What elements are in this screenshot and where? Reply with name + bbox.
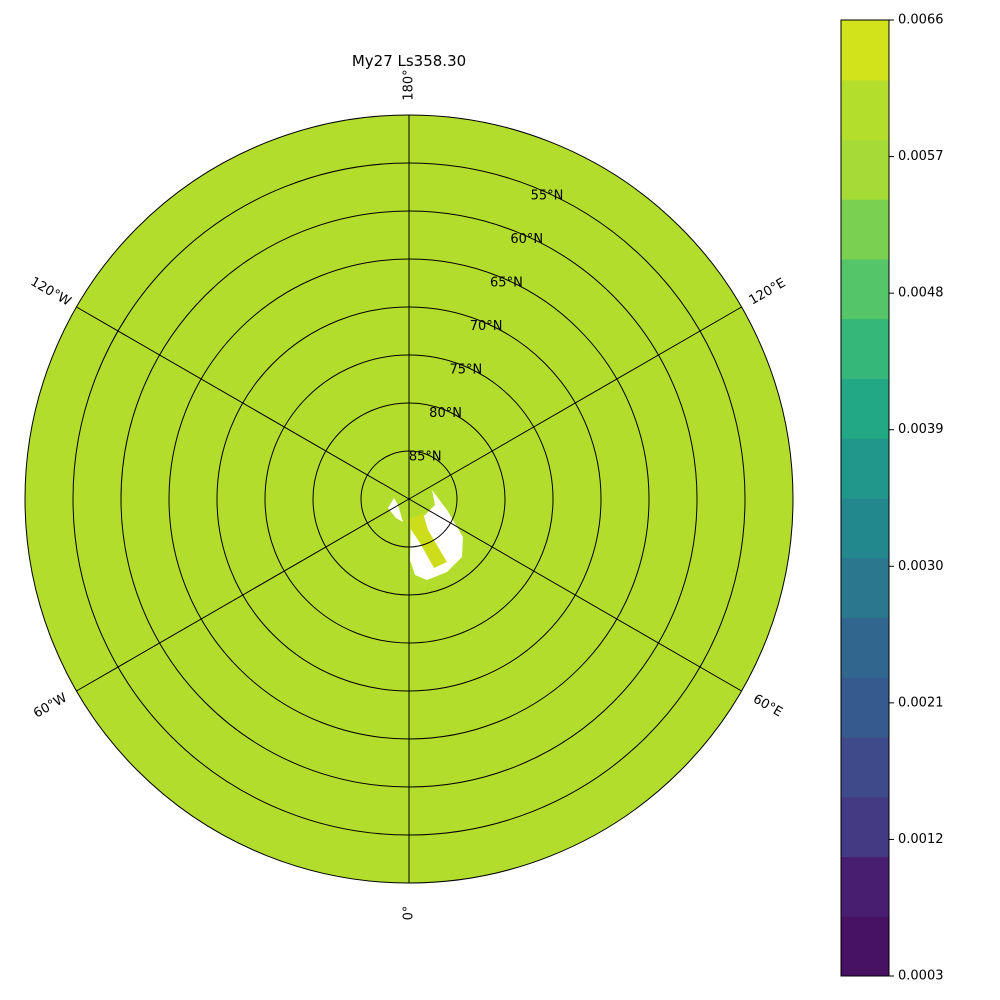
colorbar-frame	[840, 19, 890, 977]
colorbar-tick-label: 0.0039	[898, 422, 944, 437]
colorbar-band	[841, 199, 889, 260]
colorbar-band	[841, 498, 889, 559]
missing-data-region	[388, 490, 463, 580]
parallel-circle	[72, 162, 746, 836]
high-value-patch	[407, 513, 447, 568]
colorbar-band	[841, 139, 889, 200]
colorbar-band	[841, 856, 889, 917]
colorbar-band	[841, 677, 889, 738]
map-title: My27 Ls358.30	[352, 52, 466, 70]
parallel-circle	[312, 402, 506, 596]
colorbar-band	[841, 916, 889, 977]
parallel-circle	[168, 258, 650, 740]
meridian-label: 120°E	[747, 276, 789, 309]
colorbar: 0.0003 0.0012 0.0021 0.0030 0.0039 0.0048 0.00…	[840, 13, 944, 984]
parallel-label: 60°N	[510, 232, 543, 247]
parallel-label: 85°N	[409, 449, 442, 464]
colorbar-tick-label: 0.0012	[898, 832, 944, 847]
meridian-label: 60°E	[750, 692, 785, 721]
parallel-label: 75°N	[449, 362, 482, 377]
colorbar-band	[841, 557, 889, 618]
colorbar-band	[841, 79, 889, 140]
parallel-label: 55°N	[531, 188, 564, 203]
colorbar-tick-label: 0.0057	[898, 149, 944, 164]
parallel-label: 80°N	[429, 406, 462, 421]
parallel-circle	[216, 306, 602, 692]
colorbar-band	[841, 796, 889, 857]
colorbar-band	[841, 617, 889, 678]
colorbar-tick-label: 0.0066	[898, 13, 944, 28]
colorbar-tick-label: 0.0048	[898, 286, 944, 301]
meridian-label: 120°W	[28, 274, 74, 309]
colorbar-band	[841, 20, 889, 81]
parallel-circle	[264, 354, 554, 644]
parallel-label: 70°N	[470, 319, 503, 334]
meridian-label: 60°W	[31, 690, 70, 721]
parallel-circles	[72, 162, 746, 836]
parallel-labels: 85°N 80°N 75°N 70°N 65°N 60°N 55°N	[409, 188, 563, 464]
colorbar-band	[841, 378, 889, 439]
colorbar-band	[841, 318, 889, 379]
parallel-circle	[120, 210, 698, 788]
colorbar-band	[841, 737, 889, 798]
meridian-label: 0°	[402, 906, 417, 921]
colorbar-tick-label: 0.0003	[898, 969, 944, 984]
meridian-label: 180°	[402, 69, 417, 100]
colorbar-band	[841, 438, 889, 499]
parallel-circle	[360, 450, 458, 548]
colorbar-tick-label: 0.0021	[898, 695, 944, 710]
colorbar-band	[841, 259, 889, 320]
colorbar-tick-label: 0.0030	[898, 559, 944, 574]
parallel-label: 65°N	[490, 275, 523, 290]
